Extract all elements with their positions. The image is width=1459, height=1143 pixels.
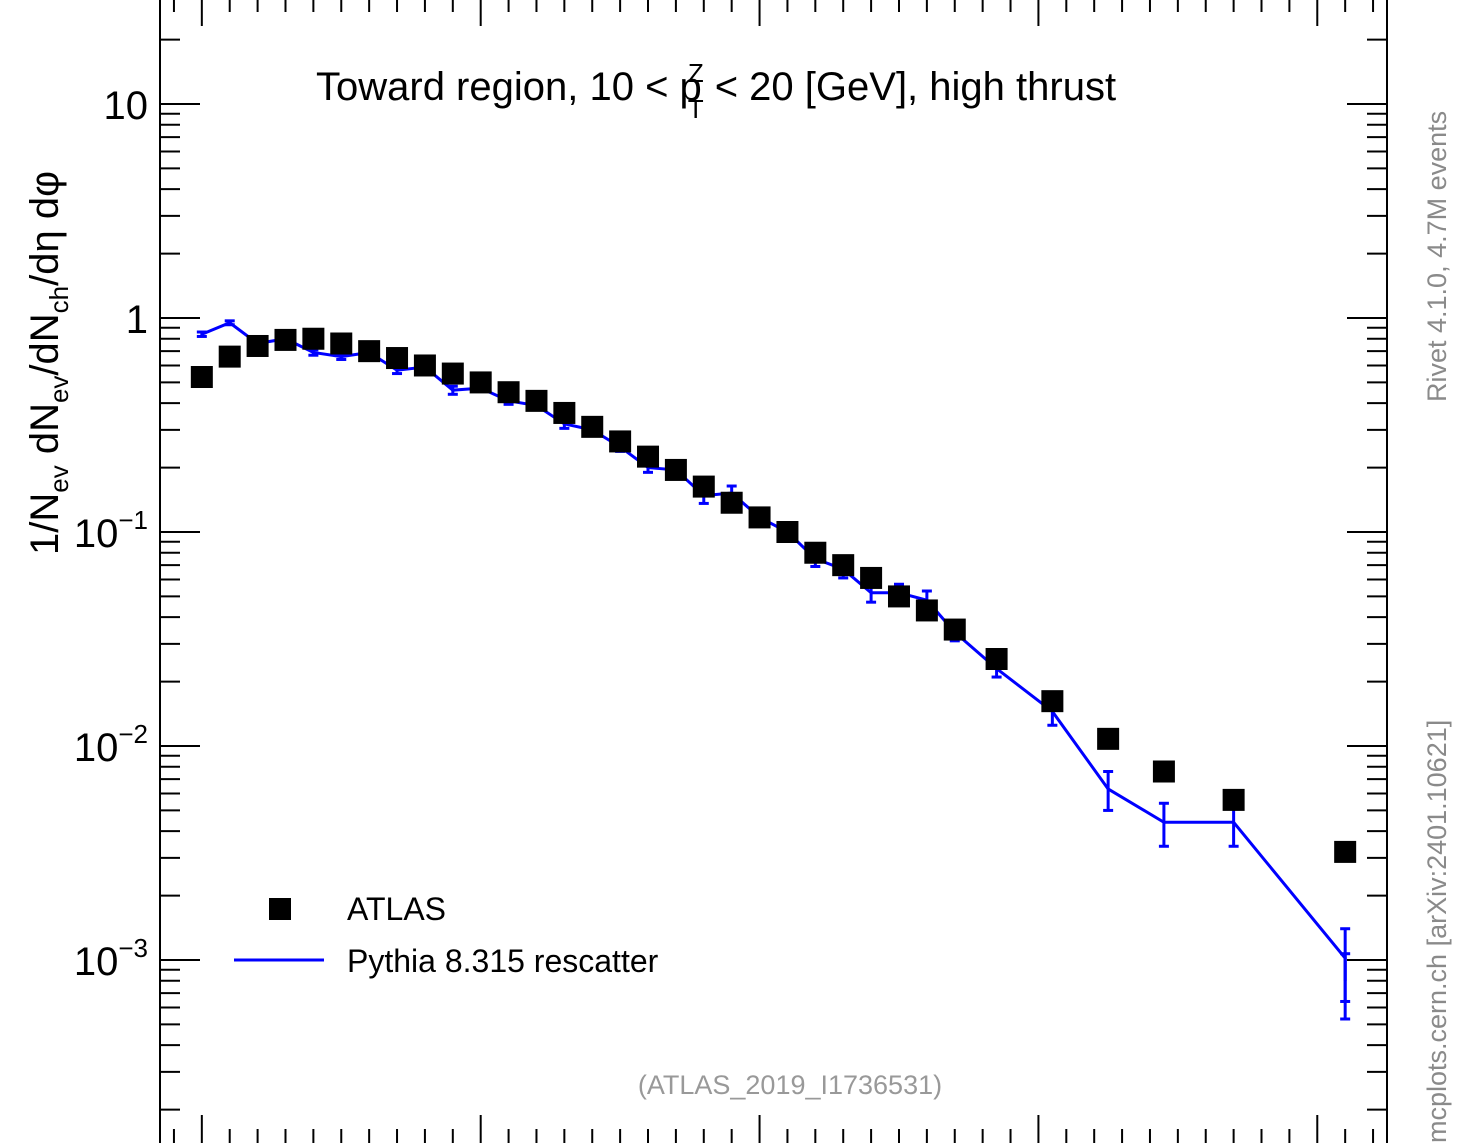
atlas-point [274,328,297,351]
mcplots-label: mcplots.cern.ch [arXiv:2401.10621] [1422,719,1452,1143]
atlas-point [748,506,771,529]
legend: ATLAS Pythia 8.315 rescatter [234,891,659,979]
atlas-series [190,327,1357,863]
atlas-point [860,566,883,589]
atlas-point [832,554,855,577]
y-tick-label: 1 [126,298,148,342]
atlas-point [804,541,827,564]
atlas-point [943,618,966,641]
atlas-point [246,334,269,357]
atlas-point [218,345,241,368]
legend-marker-atlas [269,898,291,920]
atlas-point [664,458,687,481]
atlas-point [692,475,715,498]
atlas-point [1222,788,1245,811]
y-tick-label: 10−3 [74,933,148,984]
atlas-point [1334,840,1357,863]
atlas-point [720,491,743,514]
x-axis-ticks [172,0,1375,1143]
atlas-point [190,366,213,389]
plot-frame [159,0,1388,1143]
chart-title: Toward region, 10 < pZ T < 20 [GeV], high… [316,58,1116,124]
atlas-point [469,371,492,394]
y-axis-ticks [160,38,1387,1111]
atlas-point [358,340,381,363]
atlas-point [915,599,938,622]
y-tick-labels: 10 1 10−1 10−2 10−3 [74,84,148,984]
atlas-point [887,585,910,608]
atlas-point [1152,760,1175,783]
y-tick-label: 10−1 [74,505,148,556]
y-tick-label: 10−2 [74,719,148,770]
rivet-label: Rivet 4.1.0, 4.7M events [1422,110,1452,402]
pythia-line [201,321,1347,981]
legend-label-atlas: ATLAS [347,891,446,927]
atlas-point [581,415,604,438]
y-axis-label: 1/Nev dNev/dNch/dη dφ [23,171,74,555]
atlas-point [985,648,1008,671]
atlas-point [441,362,464,385]
y-tick-label: 10 [104,84,149,128]
atlas-point [637,445,660,468]
atlas-point [553,401,576,424]
svg-text:1/Nev dNev/dNch/dη dφ: 1/Nev dNev/dNch/dη dφ [23,171,74,555]
atlas-point [386,347,409,370]
atlas-point [302,327,325,350]
atlas-point [776,521,799,543]
analysis-annotation: (ATLAS_2019_I1736531) [638,1070,942,1100]
atlas-point [525,389,548,412]
atlas-point [413,354,436,377]
legend-label-pythia: Pythia 8.315 rescatter [347,943,659,979]
atlas-point [1097,727,1120,750]
atlas-point [497,381,520,404]
atlas-point [1041,690,1064,713]
atlas-point [609,430,632,453]
atlas-point [330,332,353,355]
